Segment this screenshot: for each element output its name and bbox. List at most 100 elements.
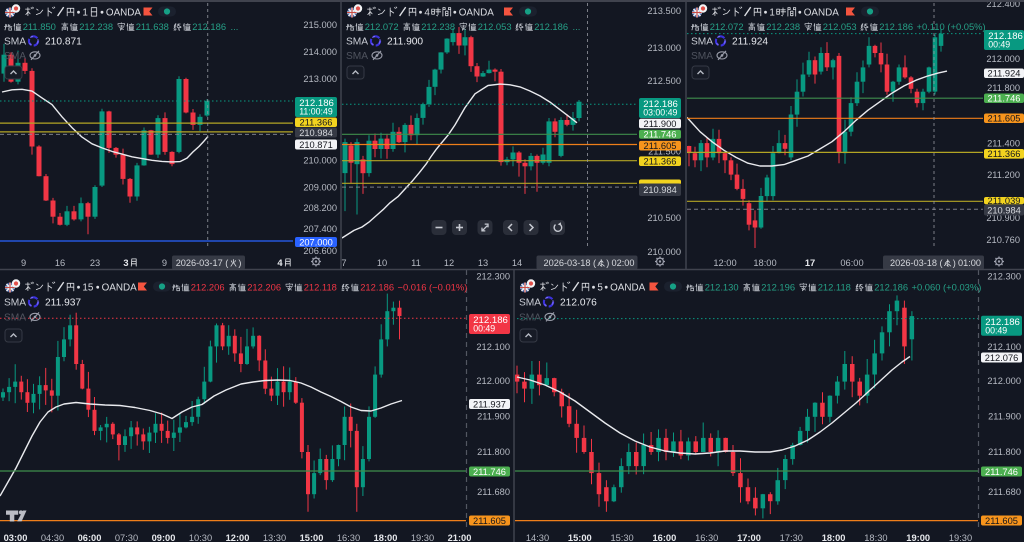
- svg-text:2026-03-18 (: 2026-03-18 (: [544, 258, 597, 268]
- svg-text:18:00: 18:00: [374, 533, 398, 542]
- svg-text:212.500: 212.500: [647, 76, 681, 86]
- svg-text:212.186: 212.186: [643, 99, 678, 110]
- svg-text:10:30: 10:30: [189, 533, 212, 542]
- svg-text:212.186: 212.186: [534, 21, 568, 32]
- svg-text:212.072: 212.072: [710, 21, 744, 32]
- svg-text:211.800: 211.800: [987, 83, 1020, 93]
- svg-text:211.924: 211.924: [732, 37, 768, 48]
- svg-text:4: 4: [277, 258, 283, 268]
- svg-text:1: 1: [82, 8, 88, 19]
- svg-text:211.800: 211.800: [988, 447, 1021, 457]
- svg-text:212.118: 212.118: [304, 282, 337, 293]
- svg-text:15:30: 15:30: [610, 533, 633, 542]
- svg-text:212.300: 212.300: [987, 272, 1021, 282]
- svg-text:+0.060 (+0.03%): +0.060 (+0.03%): [912, 282, 982, 293]
- svg-text:23: 23: [90, 258, 100, 268]
- svg-text:19:30: 19:30: [411, 533, 434, 542]
- svg-text:14: 14: [512, 258, 522, 268]
- svg-text:SMA: SMA: [346, 37, 368, 48]
- svg-text:17: 17: [805, 258, 815, 268]
- svg-text:02:00: 02:00: [612, 258, 635, 268]
- svg-text:213.000: 213.000: [647, 43, 681, 53]
- svg-text:00:49: 00:49: [473, 324, 495, 334]
- svg-text:00:49: 00:49: [985, 325, 1007, 335]
- svg-text:09:00: 09:00: [152, 533, 176, 542]
- svg-text:4: 4: [424, 8, 430, 19]
- svg-text:211.500: 211.500: [648, 147, 681, 157]
- svg-text:213.500: 213.500: [647, 6, 681, 16]
- svg-text:212.206: 212.206: [191, 282, 225, 293]
- svg-text:211.746: 211.746: [985, 467, 1018, 477]
- svg-text:212.000: 212.000: [986, 54, 1020, 64]
- svg-text:211.937: 211.937: [45, 298, 81, 309]
- svg-text:1: 1: [769, 8, 775, 19]
- svg-text:SMA: SMA: [519, 313, 541, 324]
- svg-text:212.186: 212.186: [299, 98, 334, 109]
- svg-text:212.076: 212.076: [985, 353, 1019, 363]
- svg-text:211.366: 211.366: [644, 157, 677, 167]
- svg-text:211.680: 211.680: [988, 487, 1021, 497]
- svg-text:212.400: 212.400: [986, 0, 1020, 9]
- svg-text:209.000: 209.000: [303, 183, 337, 193]
- svg-text:211.400: 211.400: [987, 139, 1020, 149]
- svg-text:211.605: 211.605: [473, 516, 506, 526]
- svg-text:21:00: 21:00: [448, 533, 472, 542]
- svg-text:03:00:49: 03:00:49: [643, 108, 677, 118]
- svg-text:19:30: 19:30: [949, 533, 972, 542]
- svg-text:12:00: 12:00: [226, 533, 250, 542]
- svg-text:212.238: 212.238: [421, 21, 455, 32]
- svg-text:3: 3: [123, 258, 128, 268]
- svg-text:213.000: 213.000: [303, 74, 337, 84]
- svg-text:210.984: 210.984: [987, 205, 1021, 215]
- svg-text:11:00:49: 11:00:49: [299, 107, 333, 117]
- svg-text:OANDA: OANDA: [102, 283, 138, 294]
- svg-text:OANDA: OANDA: [610, 283, 646, 294]
- svg-text:15:00: 15:00: [568, 533, 592, 542]
- svg-text:SMA: SMA: [4, 37, 26, 48]
- svg-text:211.850: 211.850: [23, 21, 56, 32]
- svg-text:9: 9: [162, 258, 167, 268]
- svg-text:211.638: 211.638: [136, 21, 169, 32]
- svg-text:211.900: 211.900: [988, 412, 1021, 422]
- svg-text:−0.016 (−0.01%): −0.016 (−0.01%): [398, 282, 468, 293]
- svg-text:212.053: 212.053: [823, 21, 857, 32]
- svg-text:210.500: 210.500: [647, 213, 681, 223]
- svg-text:15:00: 15:00: [300, 533, 324, 542]
- svg-text:13: 13: [478, 258, 488, 268]
- svg-text:SMA: SMA: [4, 51, 26, 62]
- svg-text:212.186: 212.186: [360, 282, 394, 293]
- svg-text:211.200: 211.200: [987, 170, 1020, 180]
- svg-text:211.746: 211.746: [473, 467, 506, 477]
- svg-text:210.900: 210.900: [986, 213, 1020, 223]
- svg-text:215.000: 215.000: [303, 20, 337, 30]
- svg-text:211.605: 211.605: [644, 141, 677, 151]
- svg-text:SMA: SMA: [519, 298, 541, 309]
- svg-text:00:49: 00:49: [988, 40, 1010, 50]
- svg-text:17:30: 17:30: [780, 533, 803, 542]
- svg-text:211.605: 211.605: [988, 114, 1021, 124]
- svg-text:212.130: 212.130: [705, 282, 739, 293]
- svg-text:): ): [238, 258, 241, 268]
- svg-text:15: 15: [82, 283, 93, 294]
- svg-text:212.072: 212.072: [365, 21, 399, 32]
- svg-text:SMA: SMA: [691, 51, 713, 62]
- svg-text:18:00: 18:00: [753, 258, 776, 268]
- svg-text:03:00: 03:00: [4, 533, 28, 542]
- svg-text:16:00: 16:00: [653, 533, 677, 542]
- svg-text:211.746: 211.746: [988, 94, 1021, 104]
- svg-text:19:00: 19:00: [906, 533, 930, 542]
- svg-text:5: 5: [597, 283, 603, 294]
- svg-text:): ): [953, 258, 956, 268]
- svg-text:16:30: 16:30: [695, 533, 718, 542]
- svg-text:211.900: 211.900: [387, 37, 423, 48]
- svg-text:OANDA: OANDA: [804, 8, 840, 19]
- svg-text:16: 16: [55, 258, 65, 268]
- svg-text:2026-03-17 (: 2026-03-17 (: [176, 258, 229, 268]
- svg-text:210.871: 210.871: [299, 140, 333, 150]
- svg-text:16:30: 16:30: [337, 533, 360, 542]
- svg-text:208.200: 208.200: [303, 203, 337, 213]
- svg-text:): ): [606, 258, 609, 268]
- svg-text:212.186: 212.186: [874, 282, 908, 293]
- svg-text:OANDA: OANDA: [459, 8, 495, 19]
- svg-text:01:00: 01:00: [958, 258, 981, 268]
